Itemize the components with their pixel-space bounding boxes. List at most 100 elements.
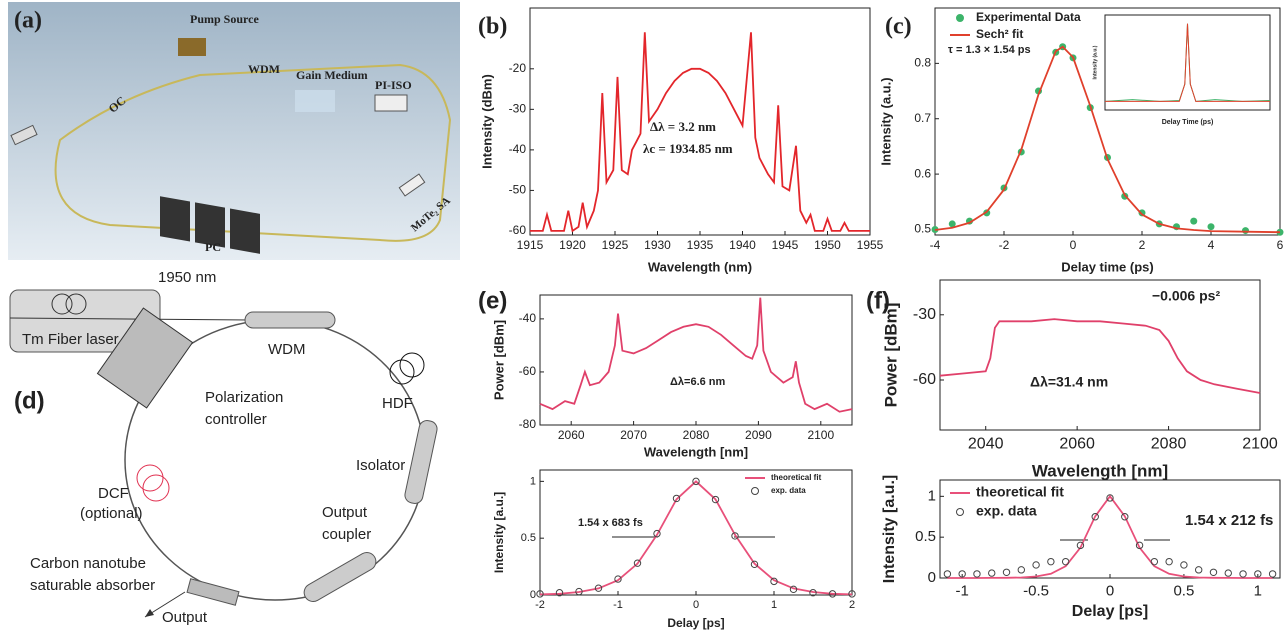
annotation: 1.54 x 212 fs	[1185, 512, 1273, 529]
y-tick-label: 0	[530, 589, 536, 601]
x-tick-label: 1	[1254, 582, 1262, 599]
saturable-absorber	[187, 579, 239, 605]
legend-swatch	[957, 15, 964, 22]
isolator	[403, 419, 438, 505]
x-axis-label: Delay [ps]	[1072, 603, 1148, 620]
legend-label: theoretical fit	[976, 484, 1064, 500]
x-axis-label: Delay Time (ps)	[1162, 119, 1214, 126]
data-point	[1033, 562, 1039, 568]
x-tick-label: 4	[1208, 238, 1215, 252]
x-tick-label: 1950	[814, 238, 841, 252]
plot-frame	[540, 295, 852, 425]
panel-label: (d)	[14, 387, 45, 414]
y-axis-label: Power [dBm]	[491, 320, 506, 400]
data-point	[1242, 227, 1249, 234]
isolator	[375, 95, 407, 111]
polarization-controller	[230, 209, 260, 254]
x-tick-label: 1945	[772, 238, 799, 252]
x-tick-label: 2090	[745, 428, 772, 442]
y-tick-label: 0.6	[914, 166, 931, 180]
y-axis-label: Intensity [a.u.]	[492, 492, 506, 573]
x-tick-label: 2070	[620, 428, 647, 442]
legend-label: theoretical fit	[771, 473, 822, 482]
annotation: 1.54 x 683 fs	[578, 517, 643, 529]
data-point	[1048, 558, 1054, 564]
x-tick-label: 1940	[729, 238, 756, 252]
legend-label: exp. data	[771, 486, 806, 495]
component-label: controller	[205, 411, 267, 428]
component-label: Pump Source	[190, 12, 259, 26]
component-label: Gain Medium	[296, 68, 368, 82]
component-label: Output	[162, 609, 208, 626]
panel-label: (b)	[478, 14, 507, 40]
panel-label: (e)	[478, 287, 507, 314]
dcf-coil	[137, 465, 163, 491]
data-point	[989, 570, 995, 576]
legend-swatch	[752, 488, 759, 495]
annotation: τ = 1.3 × 1.54 ps	[948, 44, 1031, 56]
x-tick-label: -0.5	[1023, 582, 1049, 599]
component-label: Polarization	[205, 389, 283, 406]
data-point	[1269, 571, 1275, 577]
y-tick-label: 0.5	[521, 532, 536, 544]
polarization-controller	[160, 196, 190, 241]
annotation: Δλ=31.4 nm	[1030, 374, 1108, 390]
component-label: WDM	[268, 341, 306, 358]
component-label: saturable absorber	[30, 577, 155, 594]
component-label: (optional)	[80, 505, 143, 522]
annotation: λc = 1934.85 nm	[643, 141, 733, 156]
data-point	[1181, 562, 1187, 568]
component-label: PC	[205, 240, 221, 254]
data-point	[974, 571, 980, 577]
component-label: Tm Fiber laser	[22, 331, 119, 348]
panel-label: (a)	[14, 8, 42, 34]
data-point	[944, 571, 950, 577]
x-tick-label: 0.5	[1173, 582, 1194, 599]
y-tick-label: -40	[519, 311, 537, 325]
wdm	[245, 312, 335, 328]
x-tick-label: -2	[999, 238, 1010, 252]
data-point	[1240, 571, 1246, 577]
output-coupler	[301, 549, 379, 605]
dcf-coil	[143, 475, 169, 501]
x-axis-label: Wavelength (nm)	[648, 259, 752, 274]
annotation: −0.006 ps²	[1152, 288, 1220, 304]
data-point	[1210, 569, 1216, 575]
x-axis-label: Delay time (ps)	[1061, 259, 1153, 274]
data-point	[1195, 567, 1201, 573]
component-label: DCF	[98, 485, 129, 502]
x-tick-label: 1925	[602, 238, 629, 252]
x-tick-label: 2080	[683, 428, 710, 442]
annotation: Δλ=6.6 nm	[670, 376, 726, 388]
legend-label: exp. data	[976, 503, 1037, 519]
x-tick-label: 1915	[517, 238, 544, 252]
data-point	[1018, 567, 1024, 573]
y-tick-label: 0.7	[914, 111, 931, 125]
y-axis-label: Intensity (a.u.)	[1092, 45, 1098, 79]
y-tick-label: -30	[509, 102, 527, 116]
x-tick-label: 1920	[559, 238, 586, 252]
x-tick-label: 2060	[1059, 436, 1095, 453]
y-axis-label: Power [dBm]	[881, 303, 900, 408]
y-axis-label: Intensity (a.u.)	[878, 77, 893, 165]
y-tick-label: -60	[913, 371, 936, 388]
y-tick-label: 0.5	[915, 528, 936, 545]
data-point	[1225, 570, 1231, 576]
x-axis-label: Wavelength [nm]	[1032, 461, 1168, 480]
x-tick-label: 0	[1070, 238, 1077, 252]
y-tick-label: -60	[519, 364, 537, 378]
component-label: HDF	[382, 395, 413, 412]
component-label: WDM	[248, 62, 280, 76]
panel-a: (a) Pump Source WDM Gain Medium PI-ISO O…	[8, 2, 460, 260]
x-tick-label: 2080	[1151, 436, 1187, 453]
y-tick-label: 1	[530, 475, 536, 487]
x-tick-label: 0	[1106, 582, 1114, 599]
component-label: 1950 nm	[158, 269, 216, 286]
component-label: Output	[322, 504, 368, 521]
component-label: PI-ISO	[375, 78, 412, 92]
data-line	[540, 298, 852, 412]
x-tick-label: 1930	[644, 238, 671, 252]
y-tick-label: -60	[509, 223, 527, 237]
x-tick-label: 0	[693, 599, 699, 611]
x-tick-label: 2060	[558, 428, 585, 442]
